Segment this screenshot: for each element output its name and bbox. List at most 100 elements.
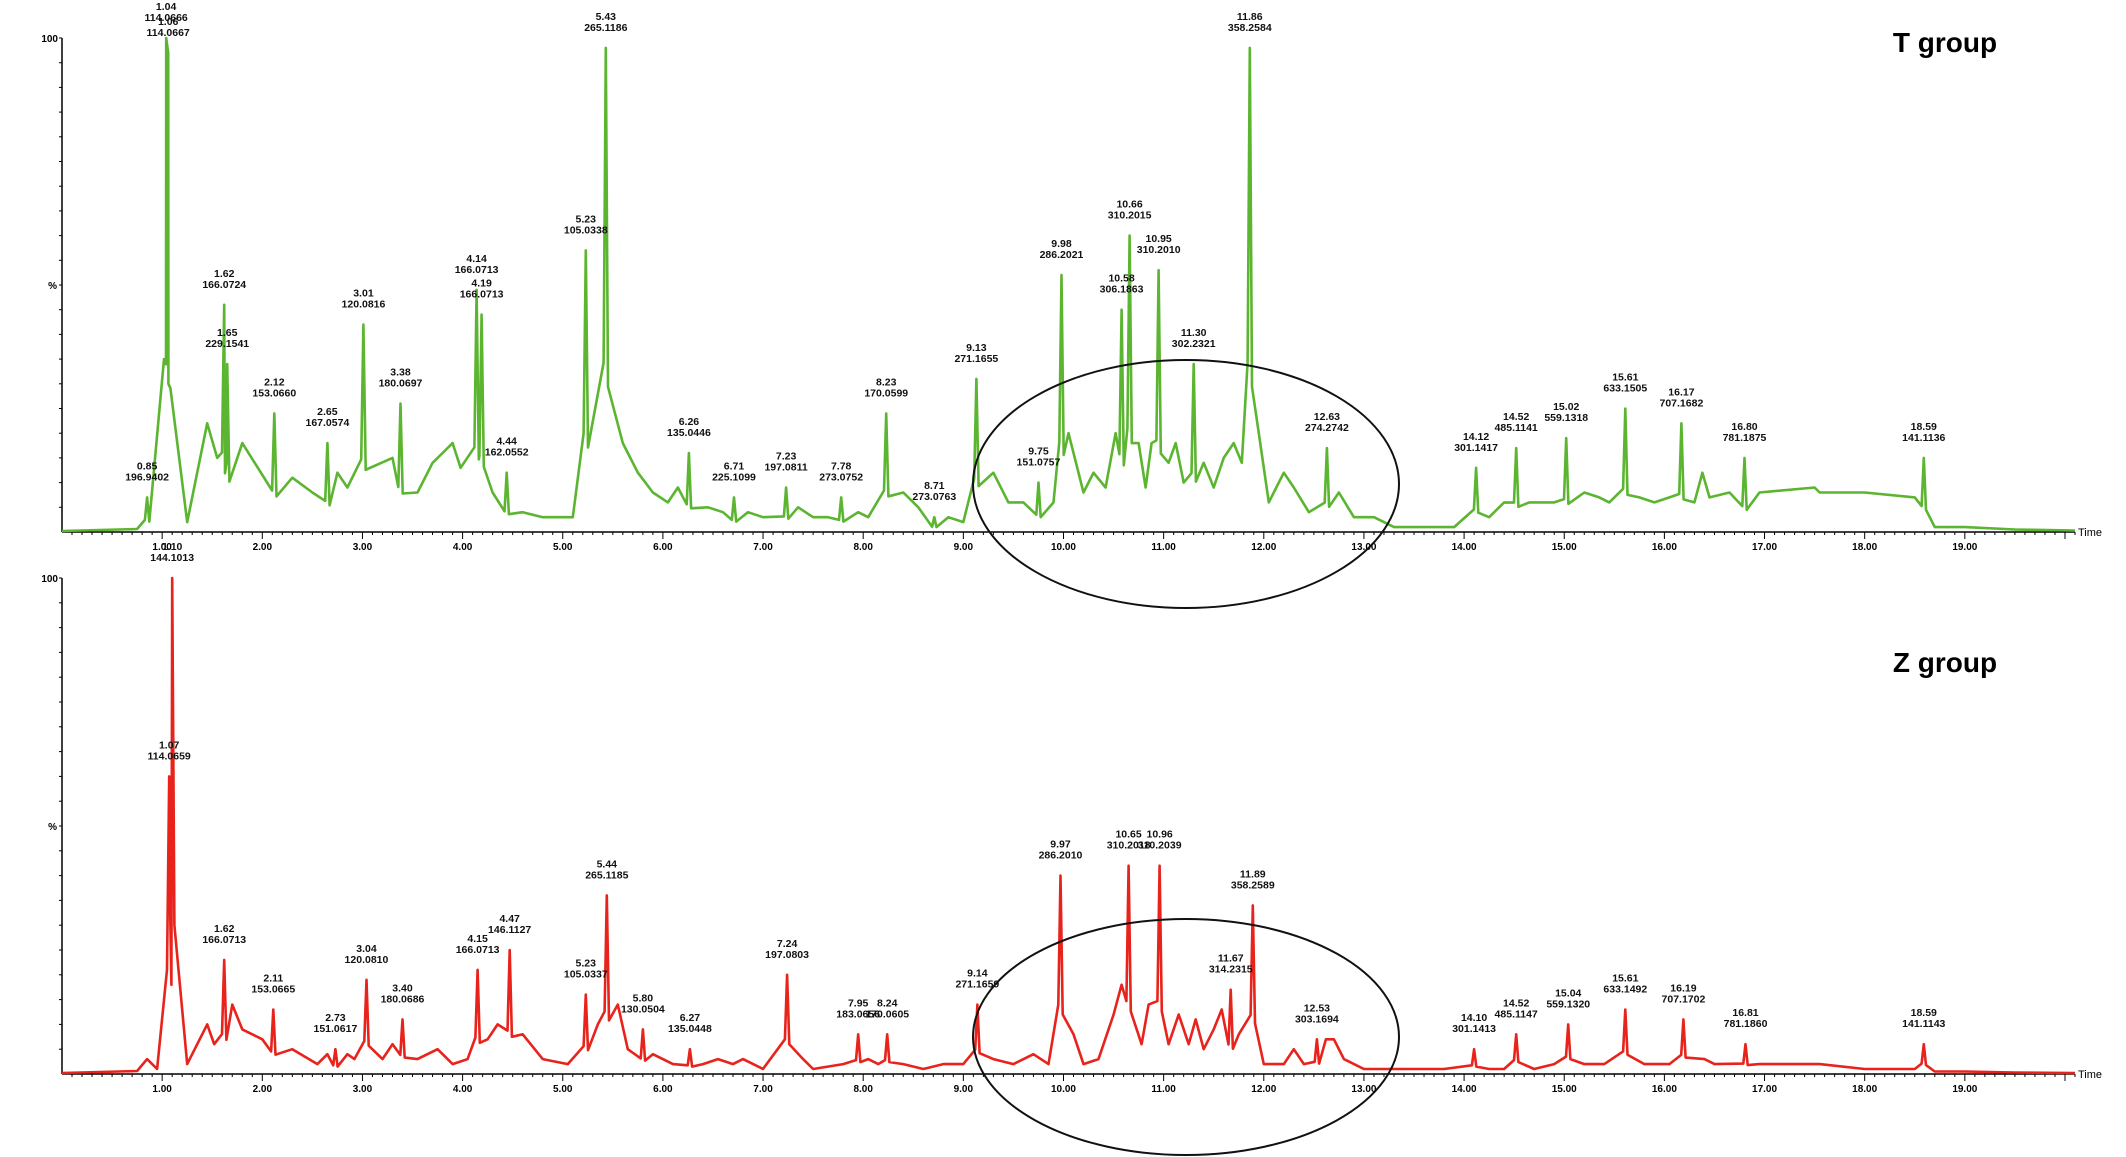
peak-label-time: 16.19 xyxy=(1670,982,1696,994)
peak-label-mz: 170.0599 xyxy=(864,387,908,399)
peak-label-mz: 265.1186 xyxy=(584,22,627,34)
x-tick-label: 15.00 xyxy=(1552,1084,1577,1095)
peak-label-time: 11.89 xyxy=(1240,868,1266,880)
y-axis-label: % xyxy=(48,822,57,833)
peak-label-mz: 310.2039 xyxy=(1138,840,1182,852)
peak-label-time: 16.81 xyxy=(1732,1007,1758,1019)
z-group-panel: 1.00 2.00 3.00 4.00 5.00 6.00 7.00 8.00 9.00 10.0… xyxy=(41,541,2102,1095)
peak-label-time: 7.24 xyxy=(777,938,798,950)
peak-label-time: 5.23 xyxy=(576,958,597,970)
peak-label-mz: 358.2589 xyxy=(1231,879,1275,891)
peak-label-time: 1.04 xyxy=(156,1,177,13)
x-tick-label: 6.00 xyxy=(653,542,673,553)
x-tick-label: 8.00 xyxy=(853,542,873,553)
peak-label-mz: 358.2584 xyxy=(1228,22,1272,34)
peak-label-mz: 271.1655 xyxy=(954,353,998,365)
peak-label-time: 5.43 xyxy=(596,11,617,23)
peak-label-time: 9.97 xyxy=(1050,839,1071,851)
peak-label-mz: 105.0338 xyxy=(564,224,608,236)
x-tick-label: 17.00 xyxy=(1752,1084,1777,1095)
peak-label-mz: 273.0763 xyxy=(912,491,956,503)
peak-label-mz: 707.1702 xyxy=(1662,993,1706,1005)
peak-label-mz: 485.1141 xyxy=(1495,422,1538,434)
x-tick-label: 4.00 xyxy=(453,1084,473,1095)
x-tick-label: 9.00 xyxy=(954,1084,974,1095)
panel-title: T group xyxy=(1893,27,1997,58)
peak-label-mz: 286.2010 xyxy=(1039,850,1083,862)
peak-label-mz: 229.1541 xyxy=(205,338,249,350)
peak-label-mz: 120.0810 xyxy=(345,954,389,966)
peak-label-mz: 485.1147 xyxy=(1495,1008,1538,1020)
peak-label-time: 3.01 xyxy=(353,288,374,300)
y-tick-label: 100 xyxy=(41,574,58,585)
peak-label-mz: 151.0757 xyxy=(1017,457,1061,469)
peak-label-mz: 781.1875 xyxy=(1723,432,1767,444)
x-tick-label: 1.00 xyxy=(152,1084,172,1095)
peak-label-mz: 225.1099 xyxy=(712,471,756,483)
peak-label-mz: 274.2742 xyxy=(1305,422,1349,434)
peak-label-mz: 166.0713 xyxy=(460,289,504,301)
peak-label-time: 15.04 xyxy=(1555,987,1581,999)
peak-label-time: 3.04 xyxy=(356,943,377,955)
peak-label-mz: 271.1659 xyxy=(955,979,999,991)
peak-label-mz: 141.1143 xyxy=(1902,1018,1945,1030)
x-tick-label: 3.00 xyxy=(353,542,373,553)
peak-label-time: 1.06 xyxy=(158,16,179,28)
x-tick-label: 2.00 xyxy=(253,542,273,553)
peak-label-time: 0.85 xyxy=(137,460,158,472)
peak-label-mz: 781.1860 xyxy=(1724,1018,1768,1030)
x-tick-label: 14.00 xyxy=(1452,542,1477,553)
peak-label-mz: 114.0659 xyxy=(148,750,191,762)
x-tick-label: 9.00 xyxy=(954,542,974,553)
peak-label-mz: 141.1136 xyxy=(1902,432,1945,444)
peak-label-mz: 153.0660 xyxy=(252,387,296,399)
peak-label-mz: 130.0504 xyxy=(621,1003,665,1015)
peak-label-time: 4.44 xyxy=(496,436,517,448)
x-tick-label: 19.00 xyxy=(1952,1084,1977,1095)
peak-label-mz: 559.1320 xyxy=(1546,998,1590,1010)
x-tick-label: 11.00 xyxy=(1151,1084,1176,1095)
peak-label-mz: 183.0656 xyxy=(836,1008,880,1020)
peak-label-time: 4.47 xyxy=(499,913,520,925)
peak-label-mz: 146.1127 xyxy=(488,924,531,936)
peak-label-time: 1.62 xyxy=(214,268,235,280)
x-tick-label: 18.00 xyxy=(1852,542,1877,553)
peak-label-mz: 166.0713 xyxy=(456,944,500,956)
panel-title: Z group xyxy=(1893,647,1997,678)
peak-label-time: 4.19 xyxy=(471,278,492,290)
peak-label-mz: 633.1505 xyxy=(1603,383,1647,395)
chromatogram-trace xyxy=(61,576,2076,1075)
x-tick-label: 12.00 xyxy=(1251,1084,1276,1095)
peak-label-time: 7.23 xyxy=(776,451,797,463)
peak-label-mz: 559.1318 xyxy=(1544,412,1588,424)
peak-label-time: 16.80 xyxy=(1731,421,1757,433)
peak-label-mz: 170.0605 xyxy=(865,1008,909,1020)
peak-label-mz: 301.1413 xyxy=(1452,1023,1496,1035)
peak-label-time: 14.52 xyxy=(1503,997,1529,1009)
peak-label-mz: 135.0446 xyxy=(667,427,711,439)
x-tick-label: 18.00 xyxy=(1852,1084,1877,1095)
peak-label-time: 10.66 xyxy=(1116,199,1142,211)
peak-label-mz: 144.1013 xyxy=(150,552,194,564)
peak-label-time: 3.40 xyxy=(392,982,413,994)
peak-label-time: 10.65 xyxy=(1115,829,1141,841)
peak-label-time: 11.30 xyxy=(1181,327,1207,339)
peak-label-mz: 120.0816 xyxy=(342,299,386,311)
peak-label-mz: 302.2321 xyxy=(1172,338,1216,350)
peak-label-mz: 166.0713 xyxy=(202,934,246,946)
highlight-ellipse-bottom xyxy=(972,918,1400,1156)
peak-label-time: 18.59 xyxy=(1911,421,1937,433)
peak-label-mz: 310.2018 xyxy=(1107,840,1151,852)
x-tick-label: 16.00 xyxy=(1652,1084,1677,1095)
peak-label-mz: 197.0811 xyxy=(764,462,807,474)
peak-label-time: 14.10 xyxy=(1461,1012,1487,1024)
x-tick-label: 10.00 xyxy=(1051,542,1076,553)
peak-label-time: 2.73 xyxy=(325,1012,346,1024)
peak-label-mz: 180.0686 xyxy=(381,993,425,1005)
peak-label-time: 12.63 xyxy=(1314,411,1340,423)
peak-label-mz: 153.0665 xyxy=(251,984,295,996)
peak-label-time: 1.10 xyxy=(162,541,183,553)
peak-label-time: 4.15 xyxy=(467,933,488,945)
peak-label-time: 2.65 xyxy=(317,406,338,418)
